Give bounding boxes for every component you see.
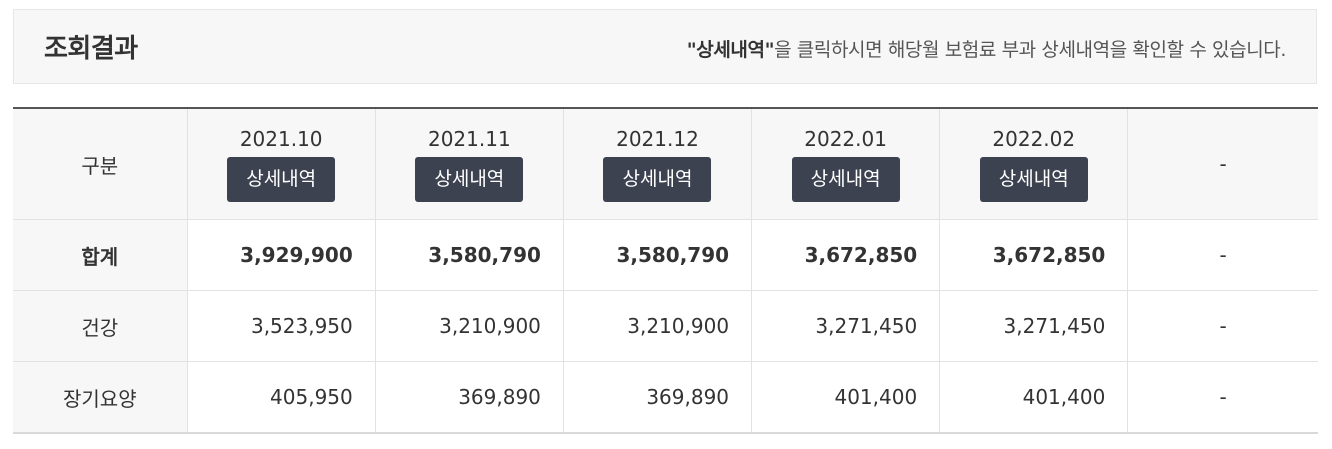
month-header: 2021.12 상세내역 [563,108,753,220]
table-cell: 3,580,790 [563,219,753,291]
table-cell: 3,271,450 [751,290,941,362]
note-highlight: "상세내역" [686,39,775,61]
detail-button-2021-10[interactable]: 상세내역 [227,156,336,202]
detail-button-2022-02[interactable]: 상세내역 [979,156,1088,202]
month-label: 2022.01 [804,126,887,151]
table-cell: 3,672,850 [751,219,941,291]
table-cell: 369,890 [375,361,564,434]
table-cell: 3,672,850 [939,219,1129,291]
table-cell: 401,400 [751,361,941,434]
month-label: 2021.11 [427,126,511,151]
premium-table: 구분 2021.10 상세내역 2021.11 상세내역 2021.12 상세내… [13,107,1318,434]
table-cell: 3,580,790 [375,219,564,291]
month-label: 2022.02 [992,126,1076,151]
row-label: 건강 [13,290,188,362]
table-header-row: 구분 2021.10 상세내역 2021.11 상세내역 2021.12 상세내… [13,108,1318,220]
table-row-long-term-care: 장기요양 405,950 369,890 369,890 401,400 401… [13,361,1318,434]
detail-button-2021-11[interactable]: 상세내역 [415,156,524,202]
table-cell: 405,950 [187,361,376,434]
result-note: "상세내역"을 클릭하시면 해당월 보험료 부과 상세내역을 확인할 수 있습니… [686,35,1287,62]
month-header: 2022.02 상세내역 [939,108,1129,220]
result-title: 조회결과 [44,34,138,64]
detail-button-2021-12[interactable]: 상세내역 [603,156,712,202]
detail-button-2022-01[interactable]: 상세내역 [791,156,900,202]
corner-header: 구분 [13,108,188,220]
row-label: 장기요양 [13,361,188,434]
month-header: 2021.10 상세내역 [187,108,376,220]
table-cell-empty: - [1127,361,1318,434]
empty-column-header: - [1127,108,1318,220]
table-cell: 3,210,900 [563,290,753,362]
month-header: 2022.01 상세내역 [751,108,941,220]
table-cell: 369,890 [563,361,753,434]
row-label: 합계 [13,219,188,291]
month-label: 2021.12 [616,126,699,151]
table-row-total: 합계 3,929,900 3,580,790 3,580,790 3,672,8… [13,219,1318,291]
table-cell: 3,210,900 [375,290,564,362]
note-text: 을 클릭하시면 해당월 보험료 부과 상세내역을 확인할 수 있습니다. [774,39,1286,61]
table-cell: 3,929,900 [187,219,376,291]
table-cell: 3,271,450 [939,290,1129,362]
table-row-health: 건강 3,523,950 3,210,900 3,210,900 3,271,4… [13,290,1318,362]
result-header: 조회결과 "상세내역"을 클릭하시면 해당월 보험료 부과 상세내역을 확인할 … [13,9,1317,84]
table-cell-empty: - [1127,290,1318,362]
table-cell-empty: - [1127,219,1318,291]
month-label: 2021.10 [239,126,323,151]
month-header: 2021.11 상세내역 [375,108,564,220]
table-cell: 401,400 [939,361,1129,434]
table-cell: 3,523,950 [187,290,376,362]
